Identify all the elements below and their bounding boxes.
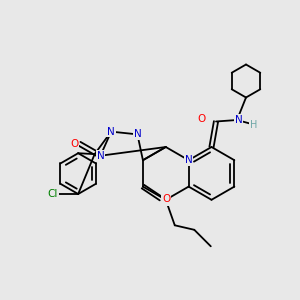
Text: H: H bbox=[250, 119, 257, 130]
Text: O: O bbox=[70, 139, 78, 149]
Text: N: N bbox=[235, 115, 242, 125]
Text: N: N bbox=[134, 129, 141, 140]
Text: N: N bbox=[107, 127, 115, 136]
Text: N: N bbox=[162, 195, 169, 205]
Text: N: N bbox=[185, 155, 193, 165]
Text: O: O bbox=[197, 113, 205, 124]
Text: Cl: Cl bbox=[47, 189, 58, 199]
Text: N: N bbox=[97, 151, 104, 161]
Text: O: O bbox=[162, 194, 170, 204]
